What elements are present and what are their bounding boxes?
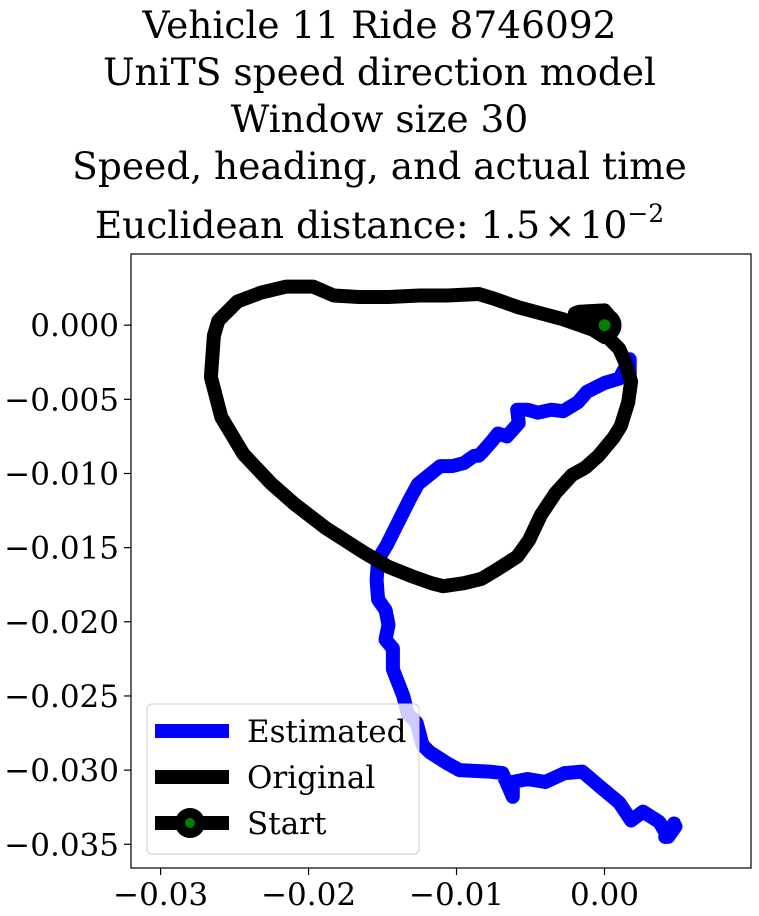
x-axis: −0.03 −0.02 −0.01 0.00	[113, 868, 639, 913]
x-tick-label: −0.01	[409, 877, 504, 913]
x-tick-label: 0.00	[570, 877, 639, 913]
plot-frame	[130, 253, 752, 869]
series-layer	[203, 279, 683, 844]
chart-title: Vehicle 11 Ride 8746092 UniTS speed dire…	[0, 2, 759, 249]
legend-swatch-start-dot	[185, 818, 195, 828]
x-tick-label: −0.02	[261, 877, 356, 913]
title-line-5: Euclidean distance: 1.5 × 10−2	[0, 190, 759, 249]
legend: Estimated Original Start	[146, 703, 420, 855]
legend-label-original: Original	[247, 760, 375, 796]
title-line-3: Window size 30	[230, 97, 529, 141]
y-tick-label: −0.010	[4, 456, 119, 492]
legend-label-estimated: Estimated	[247, 714, 406, 750]
title-metric-mantissa: 1.5	[480, 203, 541, 247]
y-tick-label: −0.030	[4, 753, 119, 789]
original-trajectory-line	[203, 279, 639, 594]
y-tick-label: −0.020	[4, 605, 119, 641]
y-tick-label: −0.005	[4, 382, 119, 418]
y-tick-label: 0.000	[30, 308, 119, 344]
title-line-1: Vehicle 11 Ride 8746092	[142, 3, 617, 47]
title-metric-times: ×	[544, 203, 576, 247]
title-line-4: Speed, heading, and actual time	[72, 144, 687, 188]
y-tick-label: −0.035	[4, 827, 119, 863]
start-marker-dot	[598, 319, 611, 332]
title-line-2: UniTS speed direction model	[102, 50, 657, 94]
x-tick-label: −0.03	[113, 877, 208, 913]
title-metric-base: 10	[579, 203, 628, 247]
title-metric-label: Euclidean distance:	[94, 203, 481, 247]
y-axis: 0.000 −0.005 −0.010 −0.015 −0.020 −0.025 −0.03…	[4, 308, 131, 863]
y-tick-label: −0.015	[4, 531, 119, 567]
estimated-trajectory-line	[369, 352, 683, 844]
y-tick-label: −0.025	[4, 679, 119, 715]
legend-label-start: Start	[247, 806, 327, 842]
title-metric-exponent: −2	[627, 199, 665, 228]
